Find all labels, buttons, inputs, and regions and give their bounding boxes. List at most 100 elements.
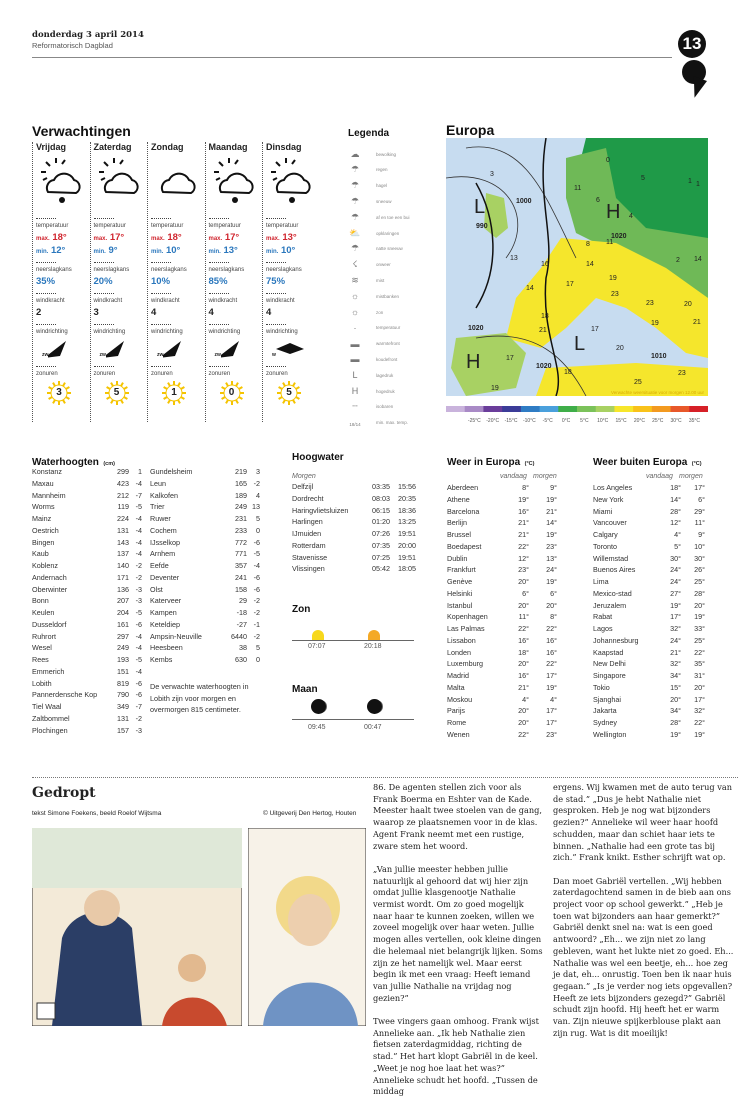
forecast-day-zondag: Zondag temperatuur max. 18° min. 10° neersla… bbox=[147, 142, 204, 422]
value-2: 19° bbox=[546, 530, 557, 539]
day-name: Zondag bbox=[151, 142, 184, 152]
water-row: Lobith 819 -6 bbox=[32, 679, 142, 691]
max-value: 13° bbox=[282, 232, 297, 243]
world-row: Tokio 15° 20° bbox=[593, 683, 705, 695]
temperature-scale: -25°C -20°C -15°C -10°C -5°C 0°C 5°C 10°C 15°C 20… bbox=[446, 406, 708, 424]
europe-row: Las Palmas 22° 22° bbox=[447, 624, 557, 636]
value-1: 30° bbox=[670, 553, 681, 563]
name: Arnhem bbox=[150, 549, 176, 559]
value-1: 32° bbox=[670, 659, 681, 669]
legend-item: · temperatuur bbox=[348, 321, 401, 335]
water-row: Mannheim 212 -7 bbox=[32, 491, 142, 503]
map-temperature: 18 bbox=[541, 313, 549, 320]
sun-hours-badge: 1 bbox=[161, 380, 187, 406]
value-2: -6 bbox=[253, 572, 260, 582]
value-2: 20:35 bbox=[398, 493, 416, 503]
legend-label: opklaringen bbox=[376, 230, 400, 236]
value-2: 19:51 bbox=[398, 552, 416, 562]
value-2: 0 bbox=[256, 525, 260, 535]
europe-row: Londen 18° 16° bbox=[447, 648, 557, 660]
map-temperature: 17 bbox=[591, 326, 599, 333]
rain-chance: 75% bbox=[266, 276, 286, 287]
world-row: Buenos Aires 24° 26° bbox=[593, 565, 705, 577]
value-2: 0 bbox=[256, 655, 260, 664]
wind-direction: zw bbox=[99, 352, 106, 358]
value-2: 22° bbox=[546, 659, 557, 669]
scale-swatch bbox=[689, 406, 708, 412]
min-label: min. bbox=[36, 249, 49, 255]
min-label: min. bbox=[151, 249, 164, 255]
value-1: 29 bbox=[239, 596, 247, 606]
value-1: 8° bbox=[522, 483, 529, 492]
wind-force: 3 bbox=[93, 307, 99, 318]
map-temperature: 21 bbox=[539, 327, 547, 334]
water-row: Heesbeen 38 5 bbox=[150, 643, 260, 655]
world-heading: Weer buiten Europa (°C) bbox=[593, 452, 702, 470]
value-1: 18° bbox=[518, 647, 529, 657]
value-2: -6 bbox=[135, 690, 142, 700]
sun-hours: 0 bbox=[228, 387, 235, 398]
min-label: min. bbox=[208, 249, 221, 255]
value-1: 20° bbox=[518, 659, 529, 669]
map-temperature: 8 bbox=[586, 241, 590, 248]
tide-row: IJmuiden 07:26 19:51 bbox=[292, 529, 416, 541]
legend-label: lagedruk bbox=[376, 372, 394, 378]
value-2: -4 bbox=[135, 514, 142, 523]
world-row: Lagos 32° 33° bbox=[593, 624, 705, 636]
value-2: 16° bbox=[546, 635, 557, 645]
value-1: 4° bbox=[522, 694, 529, 704]
map-temperature: 17 bbox=[506, 355, 514, 362]
water-heading: Waterhoogten (cm) bbox=[32, 452, 115, 470]
wind-label: windkracht bbox=[93, 293, 122, 304]
value-1: 137 bbox=[117, 549, 129, 559]
value-2: 17° bbox=[546, 671, 557, 680]
europe-row: Helsinki 6° 6° bbox=[447, 589, 557, 601]
legend-item: ☇ onweer bbox=[348, 258, 390, 272]
pressure-center-label: L bbox=[574, 333, 585, 355]
value-1: 630 bbox=[235, 655, 247, 664]
sun-hours: 3 bbox=[56, 387, 62, 398]
world-row: Vancouver 12° 11° bbox=[593, 518, 705, 530]
water-row: Plochingen 157 -3 bbox=[32, 726, 142, 738]
value-2: 23° bbox=[546, 541, 557, 551]
scale-label: 35°C bbox=[689, 418, 701, 424]
name: Harlingen bbox=[292, 517, 323, 527]
map-title: Europa bbox=[446, 122, 495, 138]
max-value: 18° bbox=[52, 232, 67, 243]
water-row: Worms 119 -5 bbox=[32, 502, 142, 514]
min-temp: min. 10° bbox=[266, 245, 319, 256]
wind-label: windkracht bbox=[208, 293, 237, 304]
map-temperature: 13 bbox=[510, 255, 518, 262]
wind-arrow-icon: w bbox=[266, 338, 319, 362]
value-2: -3 bbox=[135, 596, 142, 606]
sun-hours: 5 bbox=[286, 387, 292, 398]
value-2: -7 bbox=[135, 702, 142, 711]
value-1: 16° bbox=[518, 671, 529, 680]
fog-patches-icon: ☼ bbox=[350, 291, 360, 302]
name: Malta bbox=[447, 682, 465, 692]
world-row: Calgary 4° 9° bbox=[593, 530, 705, 542]
water-row: Deventer 241 -6 bbox=[150, 573, 260, 585]
value-1: 32° bbox=[670, 624, 681, 633]
value-1: 249 bbox=[235, 502, 247, 512]
value-2: 22° bbox=[546, 624, 557, 633]
water-row: Keteldiep -27 -1 bbox=[150, 620, 260, 632]
legend-item: ☂ regen bbox=[348, 163, 388, 177]
story-paragraph: ergens. Wij kwamen met de auto terug van… bbox=[553, 782, 733, 863]
name: Sjanghai bbox=[593, 694, 621, 704]
artist-signature bbox=[36, 1002, 56, 1020]
water-row: Ampsin-Neuville 6440 -2 bbox=[150, 632, 260, 644]
wind-arrow-icon: zw bbox=[94, 338, 147, 362]
scale-swatch bbox=[558, 406, 578, 412]
tide-row: Haringvlietsluizen 06:15 18:36 bbox=[292, 506, 416, 518]
sun-hours-label: zonuren bbox=[208, 366, 230, 377]
water-row: Kembs 630 0 bbox=[150, 655, 260, 667]
min-value: 13° bbox=[223, 245, 238, 256]
max-label: max. bbox=[266, 236, 280, 242]
value-2: -5 bbox=[135, 608, 142, 617]
max-label: max. bbox=[208, 236, 223, 242]
max-temp: max. 17° bbox=[94, 232, 147, 243]
scale-label: 20°C bbox=[634, 418, 646, 424]
tide-row: Harlingen 01:20 13:25 bbox=[292, 517, 416, 529]
value-2: 10° bbox=[694, 541, 705, 551]
